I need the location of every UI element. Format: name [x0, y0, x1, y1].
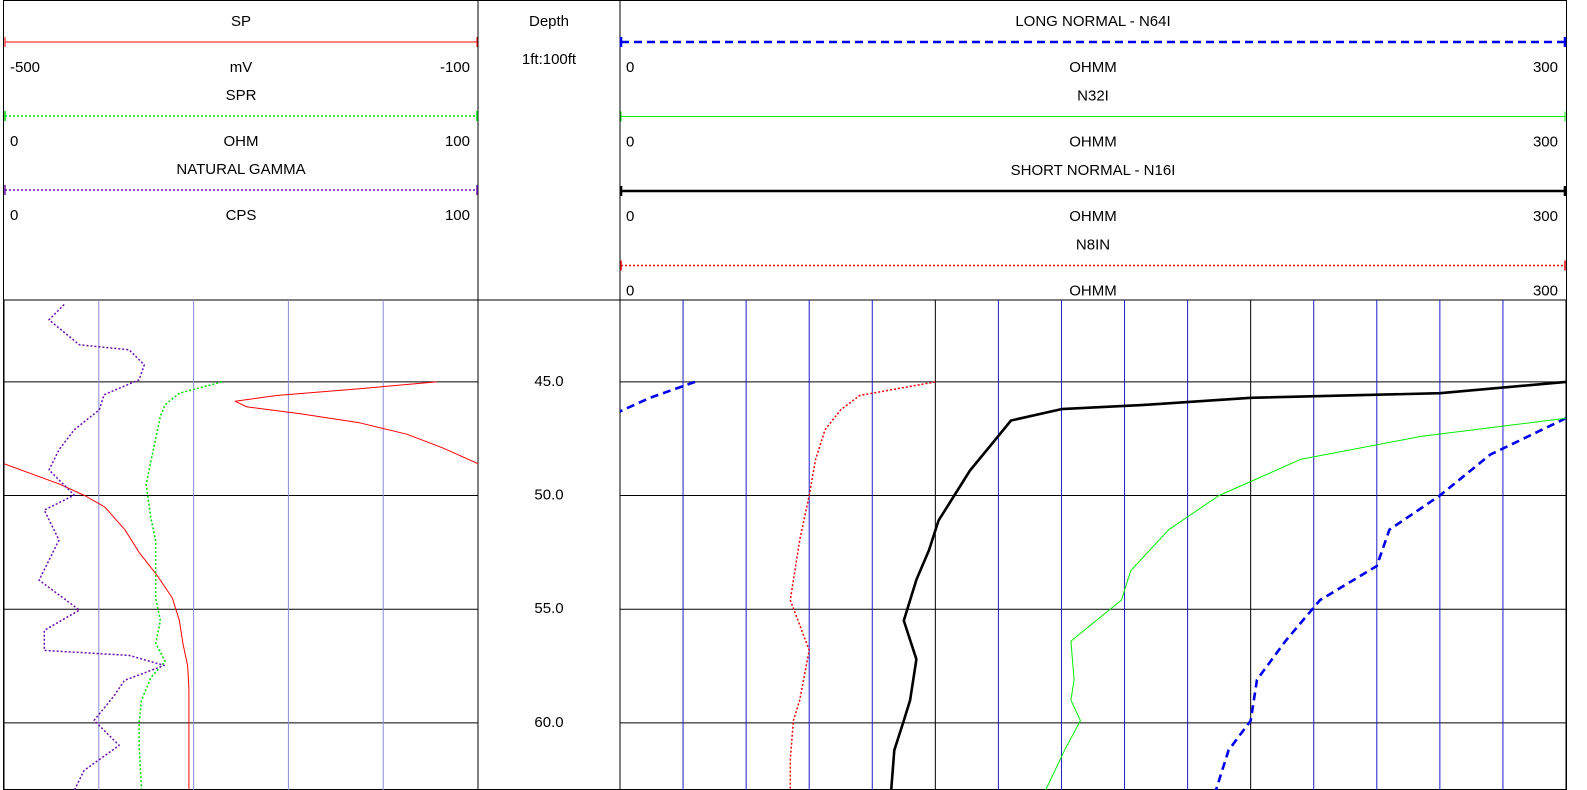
scale-unit: OHMM: [1069, 133, 1117, 150]
curve-name: SP: [231, 13, 251, 30]
log-curve: [138, 381, 223, 789]
log-curve: [1045, 417, 1566, 790]
scale-unit: CPS: [226, 207, 257, 224]
depth-tick-label: 45.0: [534, 373, 563, 390]
log-curve: [889, 380, 1566, 790]
scale-max: 300: [1533, 208, 1558, 225]
log-curve: [4, 381, 478, 789]
depth-scale: 1ft:100ft: [522, 51, 577, 68]
scale-min: 0: [626, 208, 634, 225]
scale-min: 0: [626, 282, 634, 299]
scale-unit: OHM: [224, 133, 259, 150]
scale-max: -100: [440, 59, 470, 76]
scale-min: -500: [10, 59, 40, 76]
log-curve: [620, 380, 1566, 790]
depth-tick-label: 60.0: [534, 714, 563, 731]
log-curve: [789, 381, 936, 790]
scale-max: 300: [1533, 59, 1558, 76]
curve-name: N8IN: [1076, 236, 1110, 253]
scale-unit: OHMM: [1069, 282, 1117, 299]
log-curve: [38, 303, 165, 790]
scale-min: 0: [10, 207, 18, 224]
curve-name: NATURAL GAMMA: [176, 161, 305, 178]
curves: [620, 380, 1566, 790]
curve-name: SPR: [226, 87, 257, 104]
scale-unit: mV: [230, 59, 253, 76]
depth-title: Depth: [529, 13, 569, 30]
scale-unit: OHMM: [1069, 208, 1117, 225]
scale-unit: OHMM: [1069, 59, 1117, 76]
scale-min: 0: [626, 59, 634, 76]
scale-max: 100: [445, 207, 470, 224]
scale-max: 300: [1533, 133, 1558, 150]
scale-max: 300: [1533, 282, 1558, 299]
curve-name: LONG NORMAL - N64I: [1015, 13, 1170, 30]
depth-tick-label: 55.0: [534, 600, 563, 617]
depth-tick-label: 50.0: [534, 487, 563, 504]
curve-name: N32I: [1077, 87, 1109, 104]
curve-name: SHORT NORMAL - N16I: [1011, 162, 1176, 179]
curves: [4, 303, 478, 790]
scale-min: 0: [10, 133, 18, 150]
scale-max: 100: [445, 133, 470, 150]
scale-min: 0: [626, 133, 634, 150]
